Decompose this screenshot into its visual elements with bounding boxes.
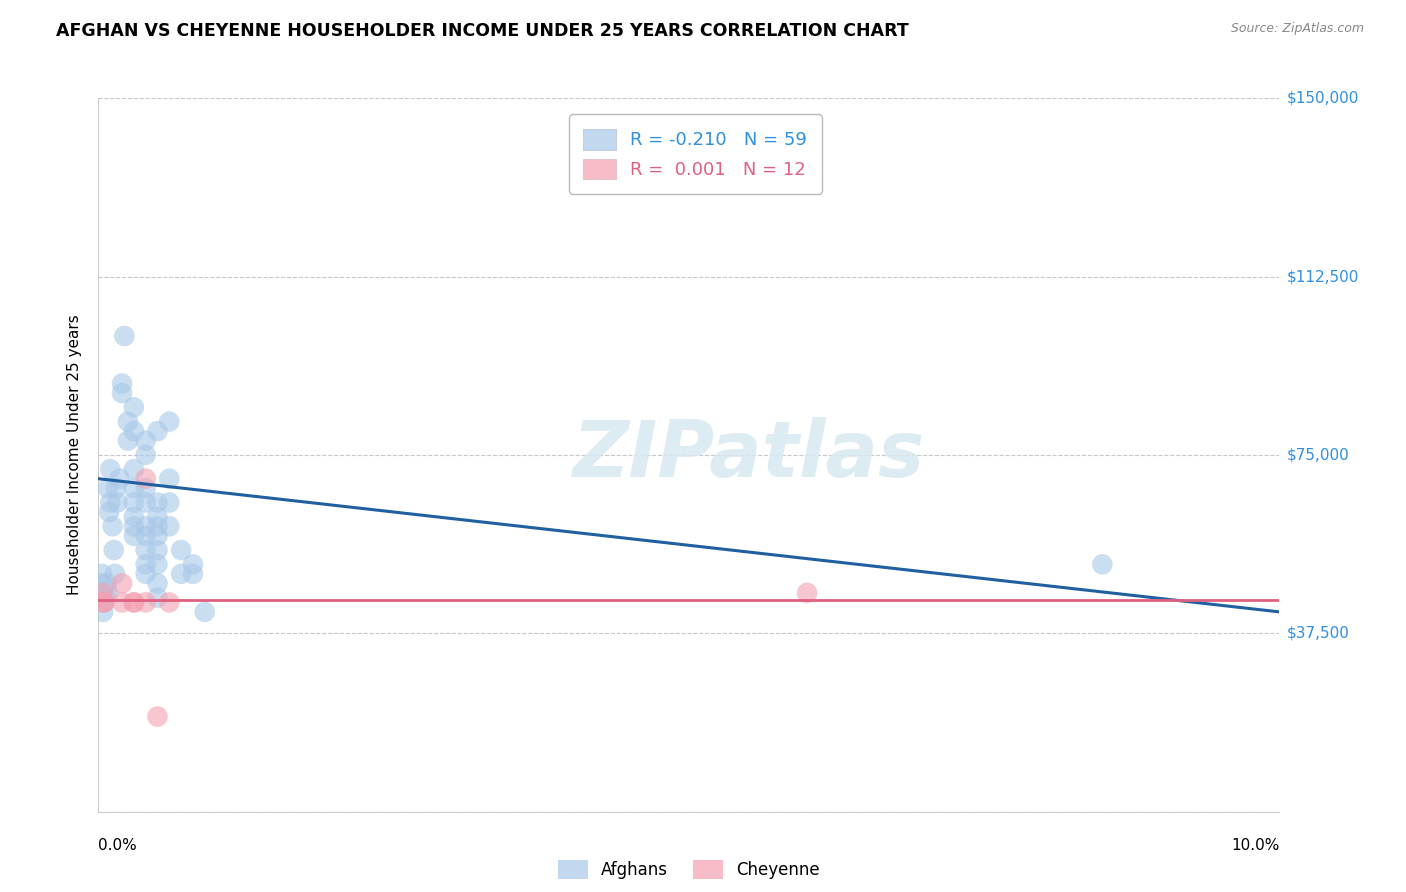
Point [122, 595, 145, 609]
Point [91, 566, 114, 581]
Point [157, 472, 180, 486]
Point [170, 543, 193, 558]
Point [122, 401, 145, 415]
Point [146, 519, 169, 533]
Point [91, 605, 114, 619]
Point [135, 519, 157, 533]
Text: ZIPatlas: ZIPatlas [572, 417, 924, 493]
Point [91, 595, 114, 609]
Point [93, 595, 115, 609]
Point [146, 558, 169, 572]
Point [1091, 558, 1114, 572]
Point [157, 595, 180, 609]
Point [181, 566, 204, 581]
Point [122, 595, 145, 609]
Point [146, 709, 169, 723]
Text: 0.0%: 0.0% [98, 838, 138, 854]
Point [117, 434, 139, 448]
Point [135, 595, 157, 609]
Point [97, 481, 120, 495]
Point [117, 415, 139, 429]
Point [146, 509, 169, 524]
Point [135, 434, 157, 448]
Point [796, 586, 818, 600]
Point [157, 495, 180, 509]
Point [170, 566, 193, 581]
Text: Source: ZipAtlas.com: Source: ZipAtlas.com [1230, 22, 1364, 36]
Point [135, 529, 157, 543]
Point [94, 586, 117, 600]
Point [135, 566, 157, 581]
Text: $75,000: $75,000 [1286, 448, 1350, 462]
Point [135, 448, 157, 462]
Point [111, 376, 134, 391]
Point [122, 424, 145, 438]
Point [181, 558, 204, 572]
Text: AFGHAN VS CHEYENNE HOUSEHOLDER INCOME UNDER 25 YEARS CORRELATION CHART: AFGHAN VS CHEYENNE HOUSEHOLDER INCOME UN… [56, 22, 910, 40]
Text: 10.0%: 10.0% [1232, 838, 1279, 854]
Point [108, 472, 131, 486]
Point [98, 505, 121, 519]
Point [146, 529, 169, 543]
Point [93, 595, 115, 609]
Point [104, 566, 127, 581]
Point [194, 605, 217, 619]
Point [135, 543, 157, 558]
Text: $150,000: $150,000 [1286, 91, 1358, 105]
Y-axis label: Householder Income Under 25 years: Householder Income Under 25 years [67, 315, 83, 595]
Point [122, 529, 145, 543]
Point [112, 329, 135, 343]
Point [157, 415, 180, 429]
Point [122, 481, 145, 495]
Point [135, 558, 157, 572]
Text: $37,500: $37,500 [1286, 626, 1350, 640]
Point [146, 576, 169, 591]
Point [122, 495, 145, 509]
Text: $112,500: $112,500 [1286, 269, 1358, 284]
Point [146, 424, 169, 438]
Point [98, 495, 121, 509]
Point [105, 481, 128, 495]
Point [103, 543, 125, 558]
Point [135, 495, 157, 509]
Point [101, 519, 124, 533]
Point [91, 576, 114, 591]
Point [146, 543, 169, 558]
Point [146, 495, 169, 509]
Point [98, 462, 121, 476]
Point [96, 576, 118, 591]
Point [91, 586, 114, 600]
Point [91, 586, 114, 600]
Point [122, 509, 145, 524]
Point [146, 591, 169, 605]
Legend: Afghans, Cheyenne: Afghans, Cheyenne [551, 853, 827, 886]
Point [122, 519, 145, 533]
Point [135, 481, 157, 495]
Point [111, 386, 134, 401]
Point [135, 472, 157, 486]
Point [157, 519, 180, 533]
Point [122, 462, 145, 476]
Point [111, 576, 134, 591]
Point [105, 495, 128, 509]
Point [97, 586, 120, 600]
Point [111, 595, 134, 609]
